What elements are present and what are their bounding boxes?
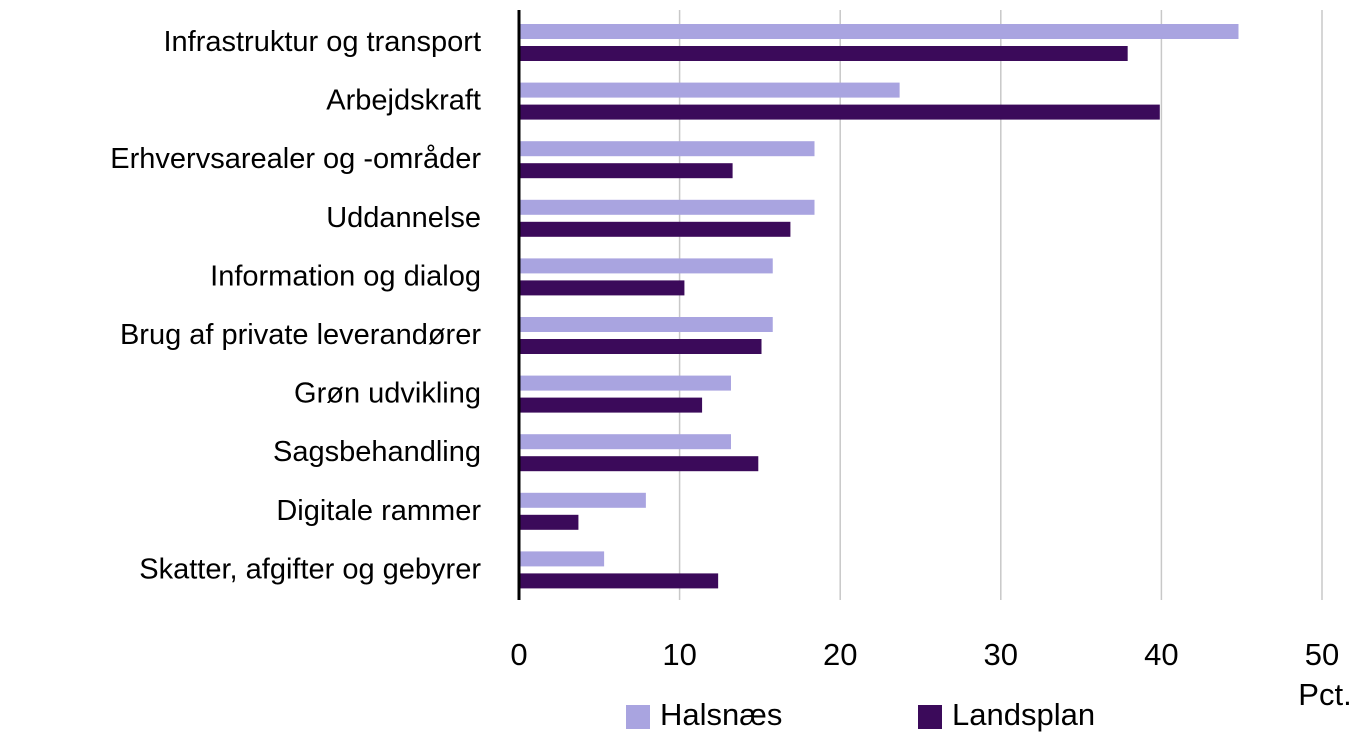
bar [519,46,1128,61]
bar [519,163,733,179]
legend-swatch [626,705,650,729]
x-tick-label: 30 [984,637,1018,672]
x-axis-label: Pct. [1298,677,1351,712]
bar [519,317,773,332]
bar [519,82,900,98]
bar [519,434,731,450]
x-tick-label: 10 [662,637,696,672]
y-tick-label: Arbejdskraft [326,85,481,117]
y-tick-label: Digitale rammer [276,495,481,527]
y-tick-label: Infrastruktur og transport [163,26,481,58]
y-tick-label: Skatter, afgifter og gebyrer [139,553,481,585]
bar [519,456,759,472]
bar [519,514,579,530]
y-tick-label: Sagsbehandling [273,436,481,468]
bar [519,221,791,237]
bar [519,141,815,157]
bar [519,24,1239,39]
x-tick-label: 40 [1144,637,1178,672]
bar [519,492,646,508]
bar [519,375,731,391]
y-tick-label: Brug af private leverandører [120,319,481,351]
bar [519,397,703,413]
x-tick-label: 20 [823,637,857,672]
y-tick-label: Uddannelse [326,202,481,234]
bar [519,104,1160,120]
bar [519,258,773,274]
bar [519,573,719,589]
y-tick-label: Grøn udvikling [294,378,481,410]
x-tick-label: 50 [1305,637,1339,672]
y-tick-label: Information og dialog [210,260,481,292]
y-tick-label: Erhvervsarealer og -områder [110,143,481,175]
x-tick-label: 0 [510,637,527,672]
bar [519,339,762,354]
bar [519,551,605,567]
legend-label: Halsnæs [660,697,782,732]
legend-swatch [918,705,942,729]
legend-label: Landsplan [952,697,1095,732]
bar [519,280,685,296]
bar [519,199,815,215]
